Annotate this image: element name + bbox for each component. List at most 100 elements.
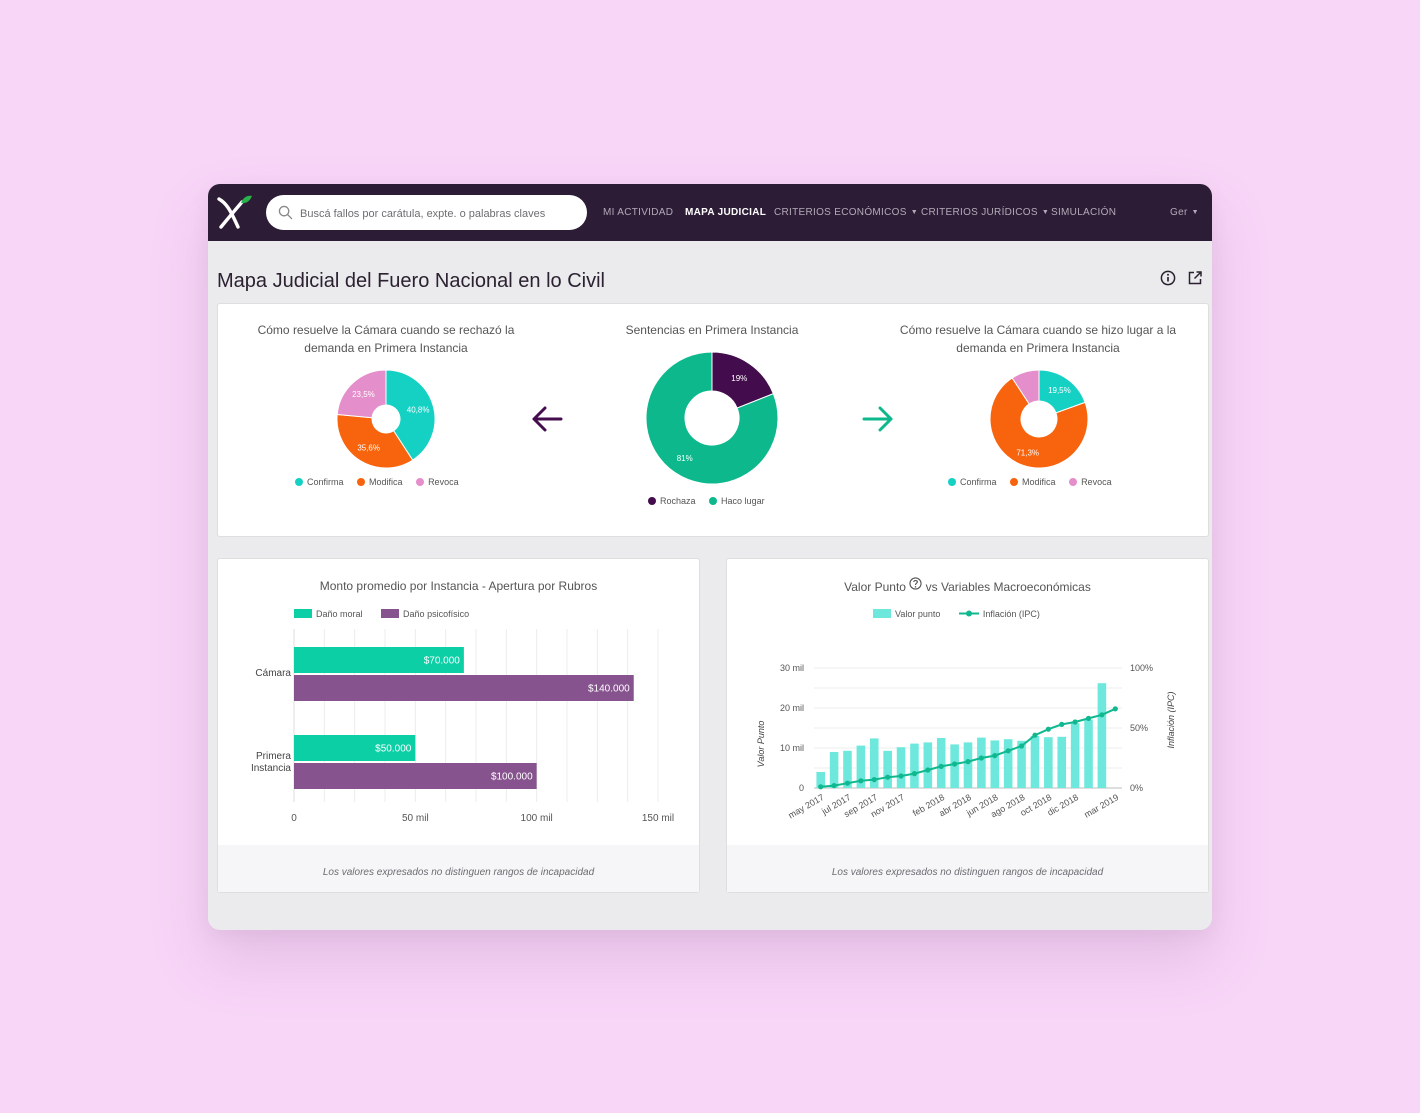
slice-label: 35,6%	[357, 444, 380, 453]
legend-swatch	[294, 609, 312, 618]
legend-item[interactable]: Inflación (IPC)	[958, 609, 1040, 619]
slice-label: 81%	[677, 454, 693, 463]
help-icon[interactable]	[909, 577, 922, 590]
arrow-right-icon	[862, 406, 893, 432]
legend-item[interactable]: Revoca	[1069, 477, 1112, 487]
x-tick-label: mar 2019	[1082, 792, 1120, 820]
bar	[294, 763, 537, 789]
nav-criterios-economicos[interactable]: CRITERIOS ECONÓMICOS ▼	[774, 207, 918, 218]
legend-label: Daño moral	[316, 609, 363, 619]
bar-value-label: $50.000	[375, 744, 412, 755]
y2-tick-label: 0%	[1130, 783, 1143, 793]
legend-item[interactable]: Daño moral	[294, 609, 363, 619]
inflation-point	[1099, 712, 1105, 718]
legend-item[interactable]: Revoca	[416, 477, 459, 487]
nav-label: MI ACTIVIDAD	[603, 207, 674, 218]
logo-icon[interactable]	[216, 193, 254, 231]
legend-label: Revoca	[1081, 477, 1112, 487]
y-tick-label: 10 mil	[780, 743, 804, 753]
y2-tick-label: 100%	[1130, 663, 1153, 673]
legend-item[interactable]: Confirma	[295, 477, 344, 487]
nav-criterios-juridicos[interactable]: CRITERIOS JURÍDICOS ▼	[921, 207, 1049, 218]
nav-label: CRITERIOS JURÍDICOS	[921, 207, 1038, 218]
nav-mi-actividad[interactable]: MI ACTIVIDAD	[603, 207, 673, 218]
inflation-point	[1059, 721, 1065, 727]
center-donut-chart: 19% 81%	[645, 351, 779, 485]
title-text: vs Variables Macroeconómicas	[925, 580, 1091, 594]
column-bar	[856, 745, 866, 788]
legend-swatch	[873, 609, 891, 618]
inflation-point	[911, 771, 918, 777]
column-bar	[936, 738, 946, 788]
legend-item[interactable]: Daño psicofísico	[381, 609, 469, 619]
bar	[294, 675, 634, 701]
inflation-point	[1032, 732, 1038, 738]
legend-swatch	[709, 497, 718, 505]
monto-promedio-card: Monto promedio por Instancia - Apertura …	[217, 558, 700, 893]
title-line: Cómo resuelve la Cámara cuando se rechaz…	[257, 323, 515, 337]
caret-down-icon: ▼	[910, 209, 918, 216]
column-bar	[1097, 683, 1107, 788]
combo-chart-title: Valor Punto vs Variables Macroeconómicas	[727, 577, 1208, 596]
app-window: MI ACTIVIDAD MAPA JUDICIAL CRITERIOS ECO…	[208, 184, 1212, 930]
caret-down-icon: ▼	[1191, 209, 1199, 216]
category-label: Instancia	[251, 763, 291, 774]
bar-value-label: $70.000	[424, 656, 461, 667]
column-bar	[1017, 740, 1026, 788]
nav-simulacion[interactable]: SIMULACIÓN	[1051, 207, 1116, 218]
inflation-point	[818, 784, 824, 790]
right-donut-chart: 19,5% 71,3%	[989, 369, 1089, 469]
combo-chart-footnote: Los valores expresados no distinguen ran…	[727, 845, 1208, 892]
center-donut-legend: Rochaza Haco lugar	[648, 496, 776, 506]
legend-label: Modifica	[369, 477, 403, 487]
combo-chart: 0 10 mil 20 mil 30 mil 0% 50% 100% Valor Punto I…	[756, 663, 1176, 820]
legend-item[interactable]: Rochaza	[648, 496, 696, 506]
caret-down-icon: ▼	[1041, 209, 1050, 216]
legend-item[interactable]: Modifica	[1010, 477, 1056, 487]
inflation-point	[858, 778, 864, 784]
column-bar	[1057, 736, 1067, 788]
left-donut-legend: Confirma Modifica Revoca	[295, 477, 470, 487]
legend-item[interactable]: Valor punto	[873, 609, 940, 619]
inflation-point	[1018, 743, 1025, 749]
legend-item[interactable]: Haco lugar	[709, 496, 765, 506]
user-name: Ger	[1170, 207, 1188, 218]
sentences-overview-card: Cómo resuelve la Cámara cuando se rechaz…	[217, 303, 1209, 537]
column-bar	[1030, 736, 1040, 788]
column-bar	[843, 750, 852, 788]
legend-label: Modifica	[1022, 477, 1056, 487]
bar	[294, 735, 416, 761]
legend-item[interactable]: Modifica	[357, 477, 403, 487]
center-donut-title: Sentencias en Primera Instancia	[625, 323, 799, 337]
inflation-point	[1045, 726, 1051, 732]
right-donut-title: Cómo resuelve la Cámara cuando se hizo l…	[883, 321, 1193, 357]
search-box[interactable]	[266, 195, 587, 232]
column-bar	[1070, 723, 1080, 788]
info-icon[interactable]	[1160, 270, 1176, 286]
combo-chart-legend: Valor punto Inflación (IPC)	[873, 609, 1051, 619]
inflation-point	[898, 773, 904, 779]
column-bar	[910, 743, 919, 788]
nav-mapa-judicial[interactable]: MAPA JUDICIAL	[685, 207, 766, 218]
search-icon	[278, 205, 293, 220]
search-input[interactable]	[298, 195, 582, 232]
slice-label: 40,8%	[407, 405, 430, 414]
title-line: demanda en Primera Instancia	[956, 341, 1120, 355]
legend-swatch	[648, 497, 656, 505]
category-label: Cámara	[255, 668, 291, 679]
top-navbar: MI ACTIVIDAD MAPA JUDICIAL CRITERIOS ECO…	[208, 184, 1212, 241]
y2-axis-label: Inflación (IPC)	[1166, 691, 1176, 748]
legend-label: Daño psicofísico	[403, 609, 470, 619]
external-link-icon[interactable]	[1187, 270, 1203, 286]
donut-slice	[645, 351, 779, 485]
inflation-point	[952, 761, 958, 767]
bar-chart-legend: Daño moral Daño psicofísico	[294, 609, 480, 619]
x-tick-label: dic 2018	[1046, 792, 1080, 818]
column-bar	[896, 747, 906, 788]
legend-item[interactable]: Confirma	[948, 477, 997, 487]
bar-value-label: $140.000	[588, 684, 630, 695]
inflation-point	[978, 755, 984, 761]
legend-swatch	[1010, 478, 1019, 486]
column-bar	[829, 752, 839, 788]
user-menu[interactable]: Ger ▼	[1170, 207, 1199, 218]
